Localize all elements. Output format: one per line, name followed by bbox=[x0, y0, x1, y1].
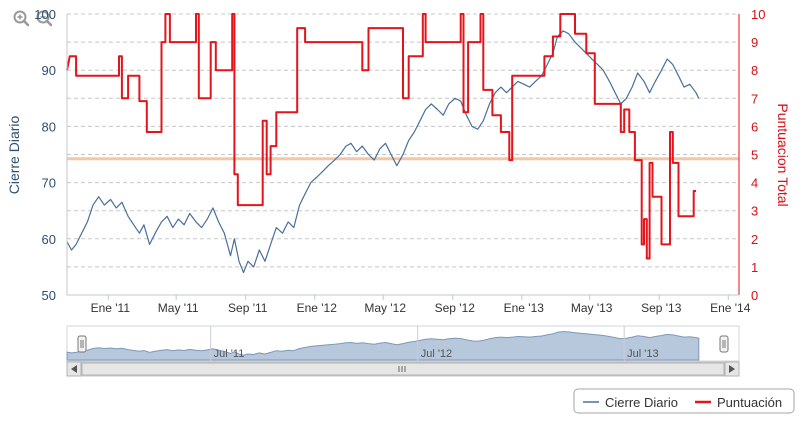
x-axis-ticks: Ene '11 May '11 Sep '11 Ene '12 May '12 Sep '… bbox=[91, 295, 751, 315]
x-tick-label: May '11 bbox=[158, 301, 199, 315]
x-tick-label: Sep '11 bbox=[228, 301, 268, 315]
legend-item-cierre-diario[interactable]: Cierre Diario bbox=[583, 395, 678, 410]
legend-item-puntuacion[interactable]: Puntuación bbox=[695, 395, 782, 410]
x-tick-label: Ene '13 bbox=[504, 301, 545, 315]
legend: Cierre Diario Puntuación bbox=[573, 388, 795, 414]
left-axis-title: Cierre Diario bbox=[6, 116, 22, 195]
right-tick-label: 0 bbox=[751, 288, 758, 303]
navigator-series bbox=[66, 331, 700, 361]
x-tick-label: May '12 bbox=[364, 301, 406, 315]
x-tick-label: Ene '12 bbox=[297, 301, 338, 315]
navigator-labels: Jul '11 Jul '12 Jul '13 bbox=[210, 326, 659, 361]
navigator-area bbox=[66, 331, 700, 361]
navigator[interactable]: Jul '11 Jul '12 Jul '13 bbox=[66, 325, 740, 362]
x-tick-label: Sep '13 bbox=[641, 301, 682, 315]
navigator-label: Jul '13 bbox=[627, 348, 658, 360]
arrow-left-icon[interactable] bbox=[66, 361, 82, 377]
series-puntuacion bbox=[66, 13, 696, 260]
left-tick-label: 80 bbox=[42, 119, 56, 134]
legend-label-puntuacion: Puntuación bbox=[717, 395, 782, 410]
right-tick-label: 2 bbox=[751, 232, 758, 247]
legend-box bbox=[573, 388, 795, 414]
right-tick-label: 5 bbox=[751, 148, 758, 163]
legend-label-cierre-diario: Cierre Diario bbox=[605, 395, 678, 410]
x-tick-label: Ene '11 bbox=[91, 301, 131, 315]
left-tick-label: 60 bbox=[42, 232, 56, 247]
navigator-handle-right[interactable] bbox=[719, 335, 729, 353]
right-tick-label: 4 bbox=[751, 176, 758, 191]
right-tick-label: 3 bbox=[751, 204, 758, 219]
right-axis-title: Puntuacion Total bbox=[775, 103, 791, 206]
scrollbar[interactable] bbox=[66, 361, 740, 377]
left-tick-label: 50 bbox=[42, 288, 56, 303]
navigator-label: Jul '11 bbox=[214, 348, 245, 360]
x-tick-label: Ene '14 bbox=[710, 301, 751, 315]
zoom-out-icon[interactable] bbox=[36, 10, 53, 27]
right-tick-label: 9 bbox=[751, 35, 758, 50]
right-tick-label: 8 bbox=[751, 63, 758, 78]
left-tick-label: 90 bbox=[42, 63, 56, 78]
right-axis-ticks: 0 1 2 3 4 5 6 7 8 9 10 bbox=[751, 7, 765, 303]
left-tick-label: 100 bbox=[34, 7, 56, 22]
navigator-handle-left[interactable] bbox=[77, 335, 87, 353]
right-tick-label: 6 bbox=[751, 119, 758, 134]
grip-icon bbox=[398, 366, 406, 372]
zoom-in-icon[interactable] bbox=[13, 10, 30, 27]
navigator-label: Jul '12 bbox=[421, 348, 452, 360]
axes bbox=[66, 14, 740, 296]
right-tick-label: 1 bbox=[751, 260, 758, 275]
arrow-right-icon[interactable] bbox=[724, 361, 740, 377]
left-tick-label: 70 bbox=[42, 176, 56, 191]
left-axis-ticks: 50 60 70 80 90 100 bbox=[34, 7, 56, 303]
right-tick-label: 7 bbox=[751, 91, 758, 106]
line-puntuacion bbox=[66, 13, 696, 260]
right-tick-label: 10 bbox=[751, 7, 765, 22]
x-tick-label: May '13 bbox=[571, 301, 613, 315]
scrollbar-thumb[interactable] bbox=[81, 362, 725, 376]
x-tick-label: Sep '12 bbox=[435, 301, 476, 315]
